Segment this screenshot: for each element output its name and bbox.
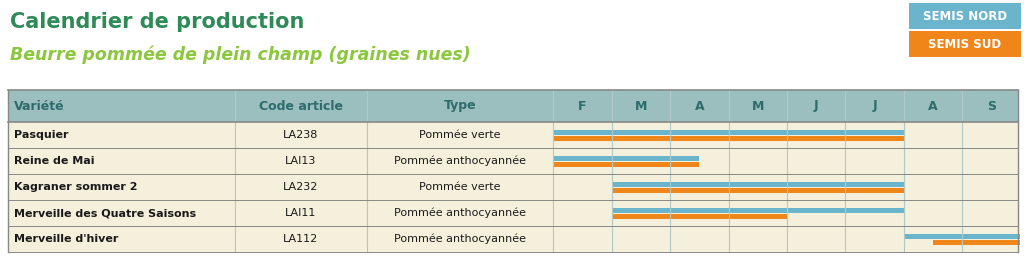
Text: A: A [694,100,705,113]
Text: LAI11: LAI11 [286,208,316,218]
Text: Pommée verte: Pommée verte [419,182,501,192]
FancyBboxPatch shape [8,90,1018,122]
Text: Kagraner sommer 2: Kagraner sommer 2 [14,182,137,192]
FancyBboxPatch shape [553,130,903,135]
Text: Pommée anthocyannée: Pommée anthocyannée [394,156,526,166]
FancyBboxPatch shape [933,240,1021,244]
Text: LA238: LA238 [284,130,318,140]
FancyBboxPatch shape [611,187,903,192]
Text: LA232: LA232 [284,182,318,192]
Text: Merveille d'hiver: Merveille d'hiver [14,234,119,244]
Text: Code article: Code article [259,100,343,113]
FancyBboxPatch shape [909,31,1021,57]
FancyBboxPatch shape [611,207,903,212]
Text: Pasquier: Pasquier [14,130,69,140]
FancyBboxPatch shape [8,226,1018,252]
Text: A: A [928,100,938,113]
FancyBboxPatch shape [8,200,1018,226]
FancyBboxPatch shape [611,182,903,187]
FancyBboxPatch shape [553,135,903,140]
Text: J: J [814,100,818,113]
FancyBboxPatch shape [903,234,1021,239]
Text: S: S [987,100,995,113]
FancyBboxPatch shape [8,148,1018,174]
Text: Variété: Variété [14,100,65,113]
Text: SEMIS NORD: SEMIS NORD [923,9,1007,23]
Text: M: M [752,100,764,113]
FancyBboxPatch shape [611,214,786,219]
FancyBboxPatch shape [553,155,699,160]
Text: Calendrier de production: Calendrier de production [10,12,304,32]
Text: LA112: LA112 [284,234,318,244]
Text: F: F [579,100,587,113]
Text: Reine de Mai: Reine de Mai [14,156,94,166]
Text: M: M [635,100,647,113]
Text: Type: Type [443,100,476,113]
FancyBboxPatch shape [909,3,1021,29]
FancyBboxPatch shape [8,174,1018,200]
Text: Pommée anthocyannée: Pommée anthocyannée [394,234,526,244]
Text: LAI13: LAI13 [286,156,316,166]
Text: Beurre pommée de plein champ (graines nues): Beurre pommée de plein champ (graines nu… [10,46,471,64]
Text: J: J [872,100,877,113]
Text: SEMIS SUD: SEMIS SUD [929,38,1001,51]
FancyBboxPatch shape [553,162,699,167]
FancyBboxPatch shape [8,122,1018,148]
Text: Pommée verte: Pommée verte [419,130,501,140]
Text: Merveille des Quatre Saisons: Merveille des Quatre Saisons [14,208,197,218]
Text: Pommée anthocyannée: Pommée anthocyannée [394,208,526,218]
